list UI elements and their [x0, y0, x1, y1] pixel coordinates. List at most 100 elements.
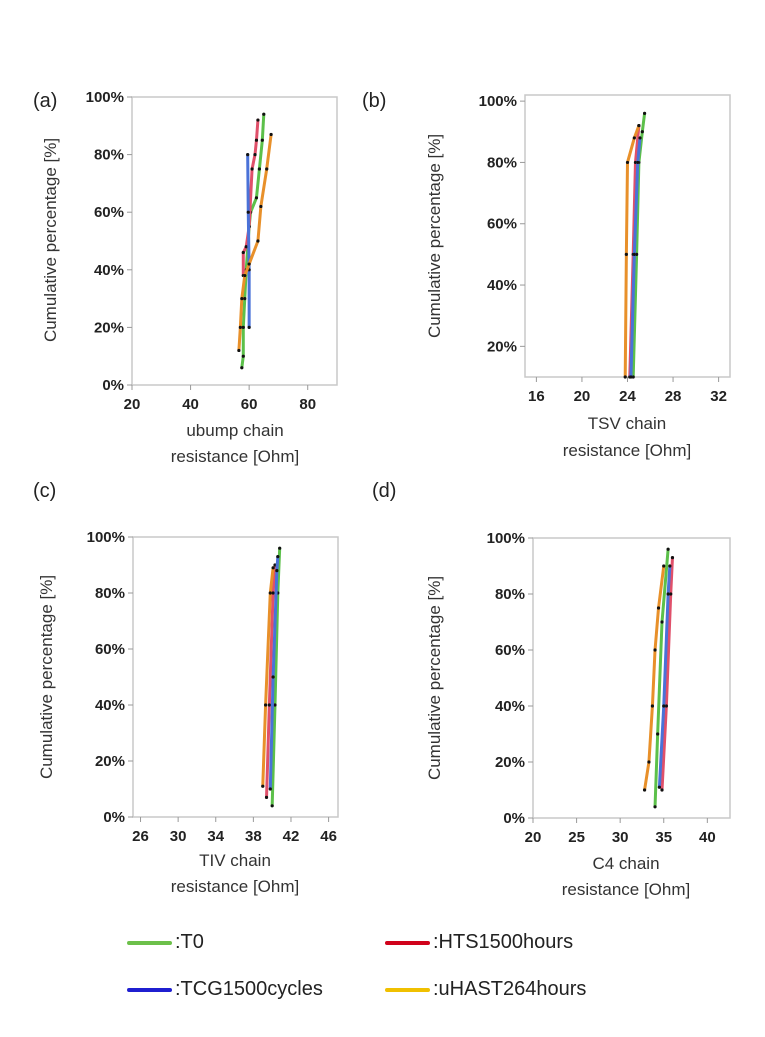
- x-tick-label: 30: [170, 828, 187, 845]
- data-point: [243, 273, 247, 278]
- data-point: [260, 138, 264, 142]
- y-tick-label: 100%: [87, 529, 125, 546]
- data-point: [262, 112, 266, 116]
- y-tick-label: 20%: [94, 319, 124, 336]
- data-point: [243, 297, 247, 301]
- x-tick-label: 40: [699, 829, 716, 846]
- data-point: [253, 153, 257, 157]
- data-point: [264, 795, 269, 800]
- plot-area: [132, 536, 339, 818]
- data-point: [247, 325, 251, 329]
- plot-area: [131, 96, 338, 386]
- legend-swatch-t0: [127, 940, 172, 945]
- x-tick-label: 20: [124, 396, 141, 413]
- data-point: [241, 250, 245, 255]
- data-point: [267, 703, 271, 707]
- data-point: [660, 788, 664, 792]
- data-point: [273, 703, 277, 707]
- legend-swatch-uhast: [385, 987, 430, 992]
- y-tick-label: 100%: [479, 93, 517, 110]
- y-tick-label: 0%: [503, 810, 525, 827]
- x-axis-label-line2: resistance [Ohm]: [171, 877, 300, 896]
- data-point: [254, 196, 259, 200]
- series-line: [653, 547, 670, 809]
- legend-swatch-hts: [385, 940, 430, 945]
- data-point: [629, 375, 633, 379]
- y-tick-label: 60%: [495, 642, 525, 659]
- data-point: [240, 366, 244, 370]
- x-axis-label-line1: TSV chain: [588, 414, 666, 433]
- y-tick-label: 40%: [487, 277, 517, 294]
- data-point: [246, 210, 250, 214]
- data-point: [244, 245, 248, 249]
- x-tick-label: 25: [568, 829, 585, 846]
- x-tick-label: 35: [655, 829, 672, 846]
- series-uhast264hours: [623, 124, 641, 379]
- data-point: [241, 325, 245, 329]
- x-tick-label: 16: [528, 388, 545, 405]
- data-point: [666, 547, 670, 551]
- data-point: [237, 348, 241, 353]
- y-tick-label: 60%: [94, 204, 124, 221]
- data-point: [271, 675, 275, 679]
- series-line: [657, 564, 672, 789]
- series-line: [270, 546, 282, 808]
- y-tick-label: 40%: [95, 697, 125, 714]
- x-tick-label: 26: [132, 828, 149, 845]
- x-tick-label: 20: [525, 829, 542, 846]
- data-point: [640, 130, 644, 134]
- x-tick-label: 42: [283, 828, 300, 845]
- data-point: [670, 556, 675, 560]
- data-point: [642, 111, 647, 115]
- data-point: [269, 132, 273, 137]
- x-tick-label: 24: [619, 388, 636, 405]
- data-point: [632, 136, 636, 140]
- data-point: [656, 732, 660, 736]
- series-line: [629, 136, 642, 379]
- y-axis-label: Cumulative percentage [%]: [41, 138, 60, 342]
- data-point: [668, 564, 672, 568]
- series-tcg1500cycles: [268, 555, 280, 791]
- data-point: [270, 804, 274, 808]
- y-tick-label: 60%: [95, 641, 125, 658]
- y-tick-label: 20%: [487, 338, 517, 355]
- legend-item-hts: :HTS1500hours: [385, 931, 573, 954]
- legend-label-hts: :HTS1500hours: [433, 931, 574, 953]
- legend-label-uhast: :uHAST264hours: [433, 978, 587, 1000]
- legend-swatch-tcg: [127, 987, 172, 992]
- data-point: [238, 325, 242, 329]
- data-point: [637, 124, 641, 128]
- data-point: [662, 564, 666, 568]
- series-uhast264hours: [642, 564, 666, 792]
- data-point: [638, 136, 642, 140]
- x-axis-label-line2: resistance [Ohm]: [563, 441, 692, 460]
- x-tick-label: 80: [299, 396, 316, 413]
- y-tick-label: 40%: [495, 698, 525, 715]
- data-point: [632, 252, 636, 256]
- panel-label: (c): [33, 480, 56, 502]
- x-tick-label: 28: [665, 388, 682, 405]
- data-point: [656, 606, 661, 610]
- x-tick-label: 40: [182, 396, 199, 413]
- data-point: [247, 262, 251, 266]
- y-tick-label: 80%: [95, 585, 125, 602]
- data-point: [250, 167, 254, 171]
- series-tcg1500cycles: [657, 564, 672, 789]
- x-tick-label: 34: [207, 828, 224, 845]
- series-line: [643, 564, 666, 792]
- plot-area: [532, 537, 731, 819]
- series-uhast264hours: [261, 566, 275, 788]
- data-point: [263, 703, 268, 707]
- panel-a: (a) 20 40 60 80 0% 20% 40% 60% 80% 100% ubump chain…: [33, 89, 338, 466]
- y-tick-label: 40%: [94, 262, 124, 279]
- data-point: [254, 138, 259, 142]
- y-axis-label: Cumulative percentage [%]: [425, 576, 444, 780]
- data-point: [623, 375, 627, 379]
- series-line: [268, 555, 280, 791]
- data-point: [268, 591, 272, 595]
- data-point: [662, 704, 666, 708]
- data-point: [240, 297, 244, 301]
- data-point: [669, 592, 673, 596]
- y-tick-label: 80%: [487, 154, 517, 171]
- data-point: [647, 760, 651, 764]
